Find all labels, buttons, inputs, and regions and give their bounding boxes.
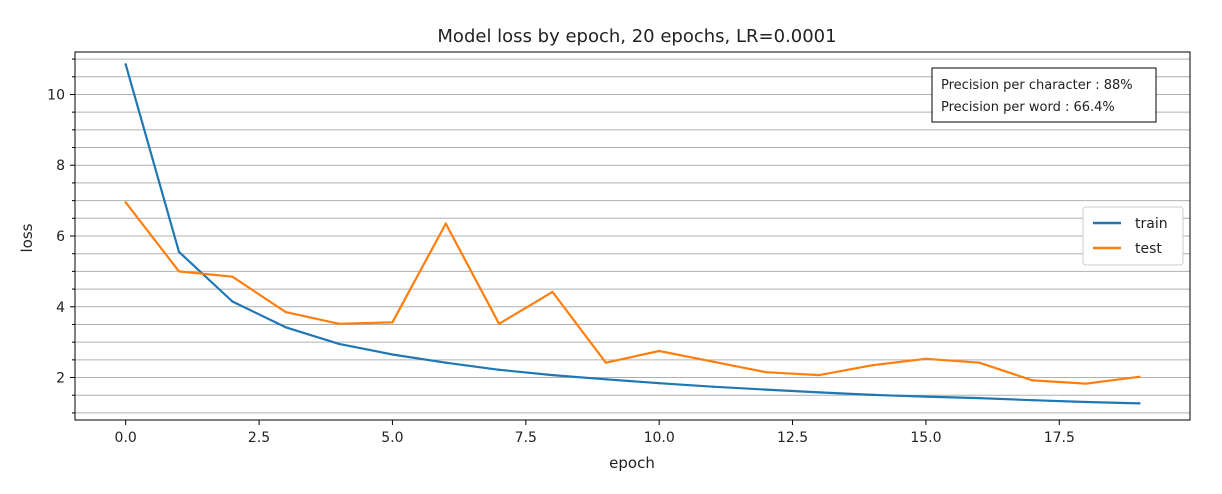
data-point-train: [124, 63, 127, 66]
data-point-test: [177, 270, 181, 273]
annotation-line-character: Precision per character : 88%: [941, 78, 1133, 93]
data-point-train: [604, 378, 608, 381]
data-point-test: [337, 322, 341, 325]
data-point-train: [177, 250, 181, 254]
series-line-test: [124, 201, 1140, 385]
data-point-test: [924, 357, 928, 360]
data-point-train: [711, 385, 714, 388]
x-tick-label: 2.5: [248, 430, 270, 446]
data-point-train: [924, 395, 928, 398]
data-point-train: [764, 388, 768, 391]
data-point-test: [231, 275, 234, 278]
legend-label-train: train: [1135, 216, 1168, 232]
chart-title: Model loss by epoch, 20 epochs, LR=0.000…: [437, 26, 836, 47]
annotation-box: [931, 67, 1157, 123]
y-tick-label: 2: [56, 371, 65, 387]
data-point-train: [284, 326, 287, 329]
data-point-train: [1084, 400, 1088, 404]
data-point-train: [337, 342, 341, 346]
y-tick-label: 10: [47, 87, 65, 103]
data-point-test: [711, 360, 714, 363]
data-point-test: [871, 363, 874, 367]
annotation-line-word: Precision per word : 66.4%: [941, 100, 1115, 115]
data-point-train: [978, 396, 981, 400]
y-axis: 2 4 6 8 10: [47, 58, 75, 414]
grid-layer: [75, 58, 1190, 414]
data-point-train: [551, 373, 554, 377]
y-axis-label: loss: [18, 223, 36, 252]
legend-box: [1082, 206, 1184, 266]
data-point-train: [391, 353, 394, 356]
data-point-test: [551, 290, 554, 294]
data-point-test: [604, 361, 608, 364]
data-point-train: [497, 368, 501, 371]
x-tick-label: 5.0: [381, 430, 403, 446]
x-tick-label: 15.0: [910, 430, 941, 446]
x-tick-label: 7.5: [515, 430, 537, 446]
precision-annotation: Precision per character : 88% Precision …: [931, 67, 1157, 123]
x-tick-label: 12.5: [777, 430, 808, 446]
data-point-train: [1138, 402, 1141, 405]
data-point-test: [1138, 375, 1141, 379]
data-point-test: [1084, 382, 1088, 385]
data-point-train: [231, 300, 234, 303]
x-axis: 0.0 2.5 5.0 7.5 10.0 12.5 15.0 17.5: [115, 420, 1075, 446]
data-point-train: [657, 382, 661, 385]
data-point-train: [871, 393, 874, 397]
series-line-train: [124, 64, 1140, 405]
x-tick-label: 10.0: [644, 430, 675, 446]
x-tick-label: 0.0: [115, 430, 137, 446]
y-tick-label: 6: [56, 229, 65, 245]
y-tick-label: 8: [56, 158, 65, 174]
y-tick-label: 4: [56, 300, 65, 316]
data-point-test: [978, 361, 981, 364]
data-point-test: [818, 373, 821, 377]
data-point-test: [124, 201, 127, 204]
data-point-train: [444, 361, 447, 364]
data-point-test: [391, 321, 394, 324]
data-point-train: [818, 391, 821, 394]
x-axis-label: epoch: [609, 454, 655, 472]
data-point-test: [1031, 379, 1034, 382]
data-point-test: [497, 322, 501, 325]
x-tick-label: 17.5: [1044, 430, 1075, 446]
legend-label-test: test: [1135, 241, 1162, 257]
data-point-test: [764, 371, 768, 374]
data-point-train: [1031, 398, 1034, 402]
data-point-test: [657, 349, 661, 353]
series-layer: [124, 63, 1141, 405]
legend: train test: [1082, 206, 1184, 266]
data-point-test: [444, 222, 447, 225]
data-point-test: [284, 310, 287, 314]
